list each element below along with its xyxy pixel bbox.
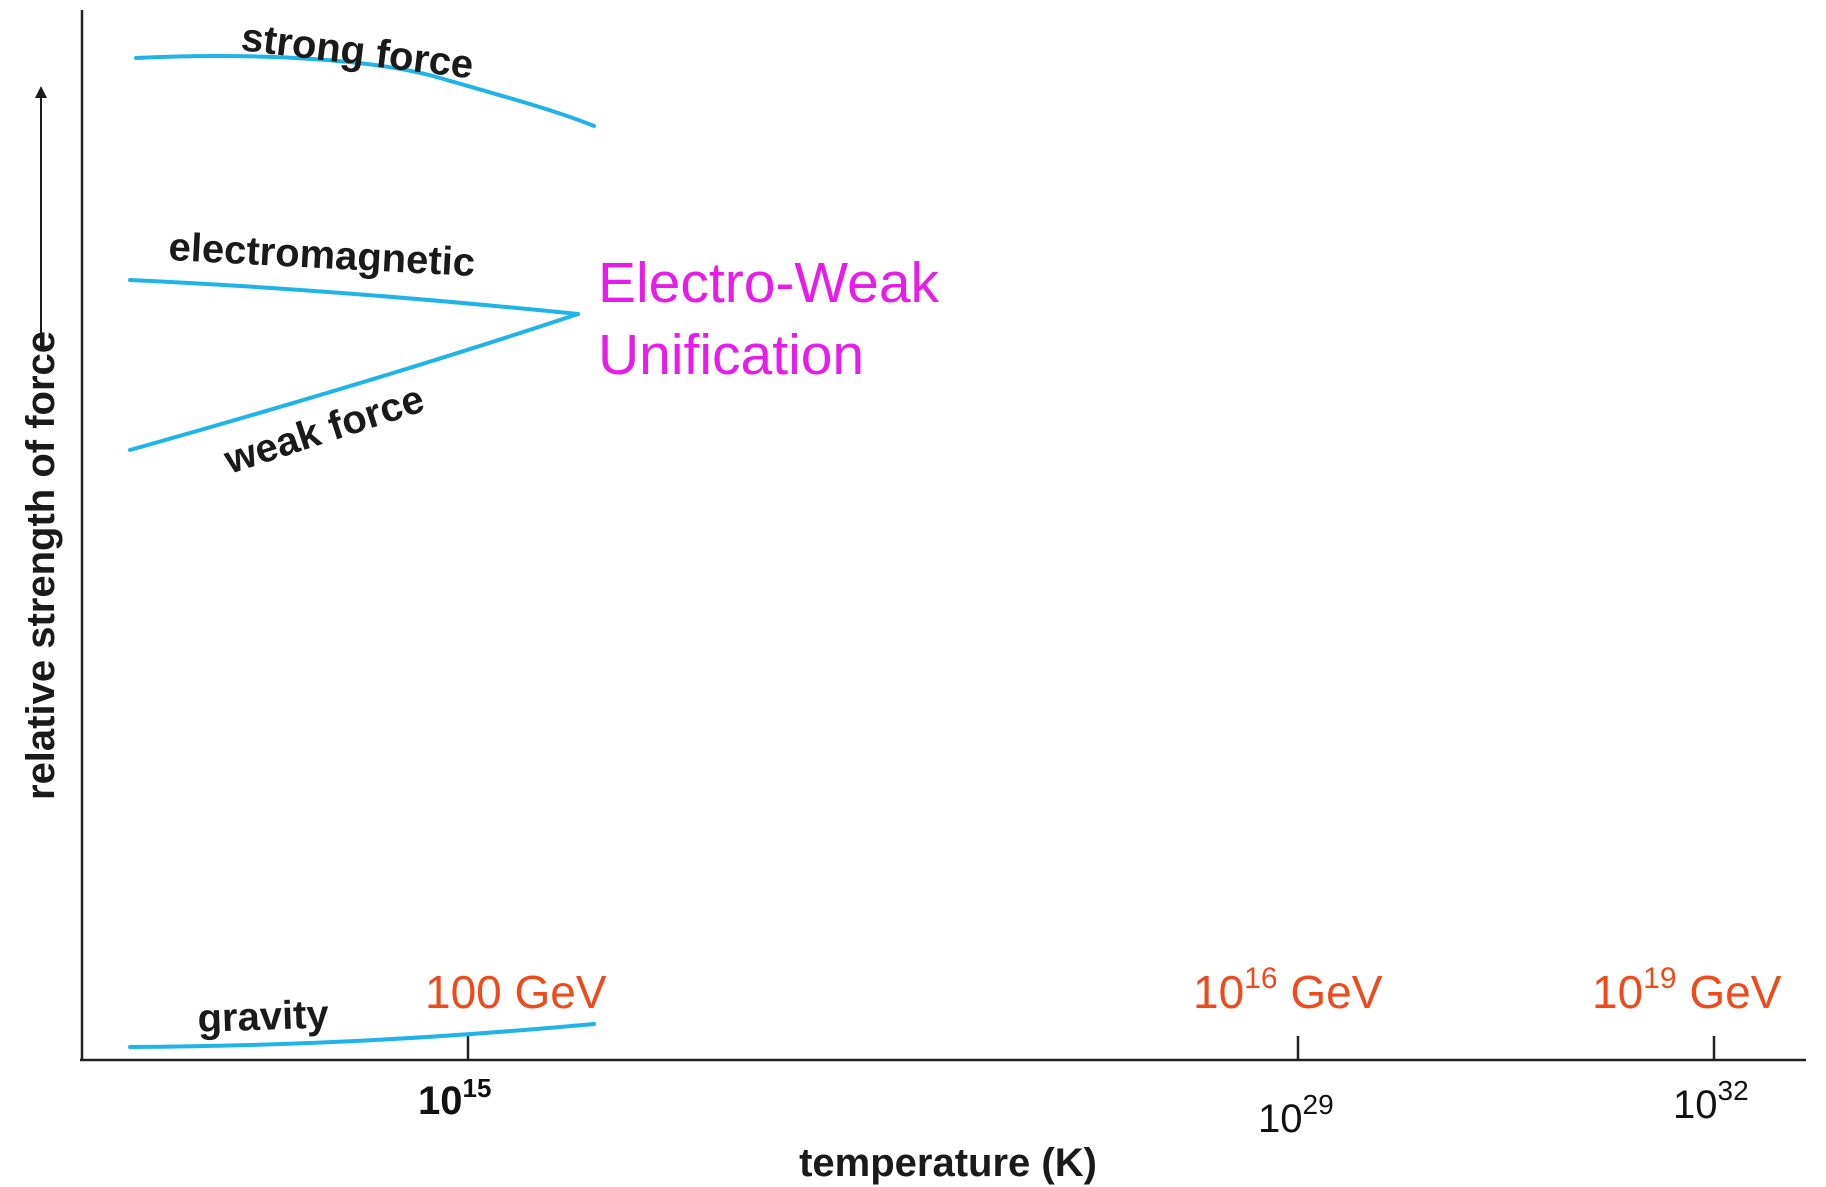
strong-force-label: strong force	[239, 15, 476, 87]
weak-force-curve	[128, 312, 580, 452]
y-axis-arrow-head	[35, 86, 47, 98]
gravity-label: gravity	[197, 992, 330, 1041]
gravity-curve	[128, 1022, 596, 1049]
energy-label-1e19gev: 1019 GeV	[1592, 962, 1782, 1018]
x-tick-label-1e29: 1029	[1258, 1089, 1334, 1141]
electroweak-annotation-line2: Unification	[598, 323, 864, 387]
strong-force-curve	[134, 54, 596, 128]
x-tick-label-1e32: 1032	[1673, 1075, 1749, 1127]
y-axis-title: relative strength of force	[19, 331, 63, 800]
x-axis-title: temperature (K)	[799, 1141, 1097, 1185]
y-axis-title-group: relative strength of force	[19, 86, 63, 800]
electromagnetic-curve	[128, 278, 580, 316]
electromagnetic-label: electromagnetic	[168, 225, 477, 285]
electroweak-annotation-line1: Electro-Weak	[598, 251, 940, 315]
x-tick-label-1e15: 1015	[418, 1073, 491, 1123]
energy-label-100gev: 100 GeV	[425, 966, 607, 1018]
energy-label-1e16gev: 1016 GeV	[1193, 962, 1383, 1018]
